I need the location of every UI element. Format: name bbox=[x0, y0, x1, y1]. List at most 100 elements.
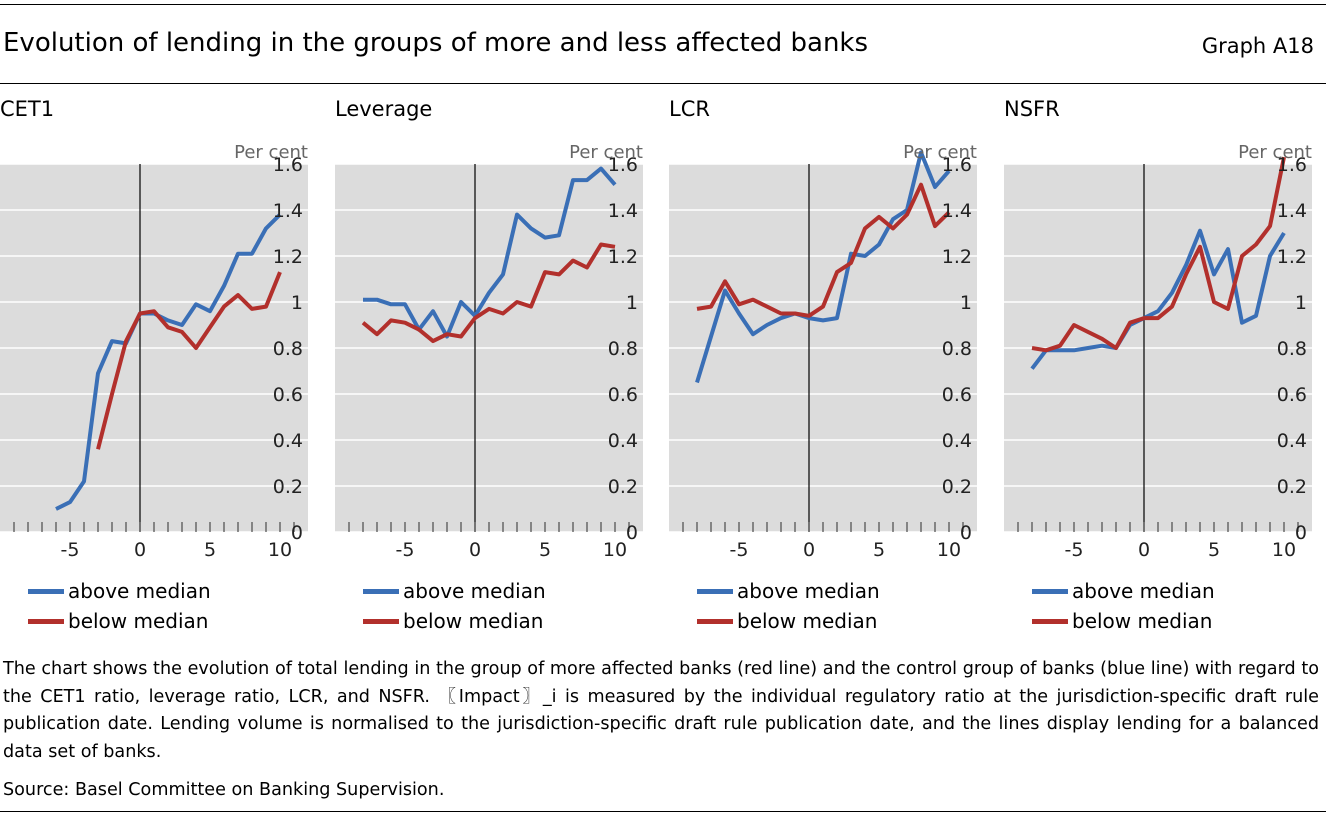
y-tick-label: 1.6 bbox=[942, 154, 972, 176]
unit-label: Per cent bbox=[234, 142, 308, 163]
series-line-below-median bbox=[96, 271, 282, 450]
y-tick-label: 1.2 bbox=[608, 246, 638, 268]
y-tick-label: 0.2 bbox=[608, 476, 638, 498]
y-tick-label: 0.2 bbox=[942, 476, 972, 498]
y-tick-label: 0 bbox=[291, 522, 303, 544]
legend-swatch bbox=[28, 588, 64, 594]
y-tick-label: 1.2 bbox=[942, 246, 972, 268]
x-tick-label: 5 bbox=[539, 539, 551, 561]
panel-title: Leverage bbox=[335, 97, 433, 121]
y-tick-label: 0 bbox=[626, 522, 638, 544]
legend-item-below-median: below median bbox=[1032, 608, 1212, 634]
unit-label: Per cent bbox=[903, 142, 977, 163]
top-rule bbox=[0, 4, 1326, 5]
series-line-below-median bbox=[1031, 156, 1286, 353]
y-tick-label: 1.6 bbox=[1277, 154, 1307, 176]
x-tick-label: 10 bbox=[937, 539, 961, 561]
y-tick-label: 0.8 bbox=[273, 338, 303, 360]
bottom-rule bbox=[0, 811, 1326, 812]
series-line-below-median bbox=[696, 182, 951, 318]
legend-swatch bbox=[1032, 588, 1068, 594]
x-tick-label: 0 bbox=[469, 539, 481, 561]
y-tick-label: 0.8 bbox=[1277, 338, 1307, 360]
unit-label: Per cent bbox=[1238, 142, 1312, 163]
legend-item-above-median: above median bbox=[1032, 578, 1215, 604]
legend-label: above median bbox=[1072, 579, 1215, 603]
legend-swatch bbox=[697, 618, 733, 624]
chart-note: The chart shows the evolution of total l… bbox=[3, 659, 1319, 762]
legend-swatch bbox=[363, 618, 399, 624]
y-tick-label: 0.4 bbox=[942, 430, 972, 452]
x-tick-label: 5 bbox=[1208, 539, 1220, 561]
legend-item-above-median: above median bbox=[697, 578, 880, 604]
legend-label: above median bbox=[737, 579, 880, 603]
x-tick-label: 10 bbox=[1272, 539, 1296, 561]
title-rule bbox=[0, 83, 1326, 84]
y-tick-label: 1 bbox=[960, 292, 972, 314]
x-tick-label: 10 bbox=[603, 539, 627, 561]
series-line-below-median bbox=[361, 242, 616, 344]
x-tick-label: 0 bbox=[1138, 539, 1150, 561]
y-tick-label: 0.2 bbox=[1277, 476, 1307, 498]
x-tick-label: -5 bbox=[730, 539, 749, 561]
panel-title: NSFR bbox=[1004, 97, 1060, 121]
legend-label: below median bbox=[1072, 609, 1213, 633]
y-tick-label: 1.6 bbox=[273, 154, 303, 176]
legend-label: above median bbox=[403, 579, 546, 603]
y-tick-label: 0.6 bbox=[942, 384, 972, 406]
y-tick-label: 0.4 bbox=[1277, 430, 1307, 452]
x-tick-label: 5 bbox=[204, 539, 216, 561]
y-tick-label: 0.8 bbox=[608, 338, 638, 360]
legend-label: below median bbox=[403, 609, 544, 633]
panel-leverage: Leverage 0 0.2 0.4 0.6 0.8 1 1.2 1.4 1.6 Per cent… bbox=[335, 92, 653, 640]
y-tick-label: 1.6 bbox=[608, 154, 638, 176]
y-tick-label: 1 bbox=[1295, 292, 1307, 314]
y-tick-label: 0.4 bbox=[273, 430, 303, 452]
x-tick-label: -5 bbox=[61, 539, 80, 561]
y-tick-label: 0.6 bbox=[1277, 384, 1307, 406]
y-tick-label: 0 bbox=[1295, 522, 1307, 544]
y-tick-label: 1.4 bbox=[942, 200, 972, 222]
series-line-above-median bbox=[55, 213, 282, 511]
y-tick-label: 1.4 bbox=[1277, 200, 1307, 222]
y-tick-label: 1 bbox=[626, 292, 638, 314]
legend-item-below-median: below median bbox=[28, 608, 208, 634]
y-tick-label: 0 bbox=[960, 522, 972, 544]
y-tick-label: 1.4 bbox=[608, 200, 638, 222]
x-tick-label: 10 bbox=[268, 539, 292, 561]
panel-nsfr: NSFR 0 0.2 0.4 0.6 0.8 1 1.2 1.4 1.6 Per cent -5 0 5… bbox=[1004, 92, 1322, 640]
legend-swatch bbox=[28, 618, 64, 624]
x-tick-label: 0 bbox=[803, 539, 815, 561]
y-tick-label: 0.4 bbox=[608, 430, 638, 452]
y-tick-label: 0.8 bbox=[942, 338, 972, 360]
legend-swatch bbox=[363, 588, 399, 594]
legend-label: below median bbox=[68, 609, 209, 633]
unit-label: Per cent bbox=[569, 142, 643, 163]
y-tick-label: 1 bbox=[291, 292, 303, 314]
y-tick-label: 1.2 bbox=[273, 246, 303, 268]
y-tick-label: 0.6 bbox=[608, 384, 638, 406]
legend-item-below-median: below median bbox=[363, 608, 543, 634]
legend-item-above-median: above median bbox=[28, 578, 211, 604]
legend-swatch bbox=[697, 588, 733, 594]
graph-title: Evolution of lending in the groups of mo… bbox=[3, 28, 869, 58]
panel-lcr: LCR 0 0.2 0.4 0.6 0.8 1 1.2 1.4 1.6 Per cent -5 0 5 1… bbox=[669, 92, 987, 640]
graph-label: Graph A18 bbox=[1201, 34, 1314, 58]
panel-title: LCR bbox=[669, 97, 710, 121]
legend-item-below-median: below median bbox=[697, 608, 877, 634]
legend-label: above median bbox=[68, 579, 211, 603]
y-tick-label: 0.2 bbox=[273, 476, 303, 498]
y-tick-label: 0.6 bbox=[273, 384, 303, 406]
panel-title: CET1 bbox=[0, 97, 55, 121]
x-tick-label: -5 bbox=[1065, 539, 1084, 561]
x-tick-label: 0 bbox=[134, 539, 146, 561]
panel-cet1: CET1 0 0.2 0.4 0.6 0.8 1 1.2 1.4 1.6 Per cent -5 0 5… bbox=[0, 92, 318, 640]
series-line-above-median bbox=[363, 166, 617, 339]
legend-label: below median bbox=[737, 609, 878, 633]
y-tick-label: 1.2 bbox=[1277, 246, 1307, 268]
legend-item-above-median: above median bbox=[363, 578, 546, 604]
